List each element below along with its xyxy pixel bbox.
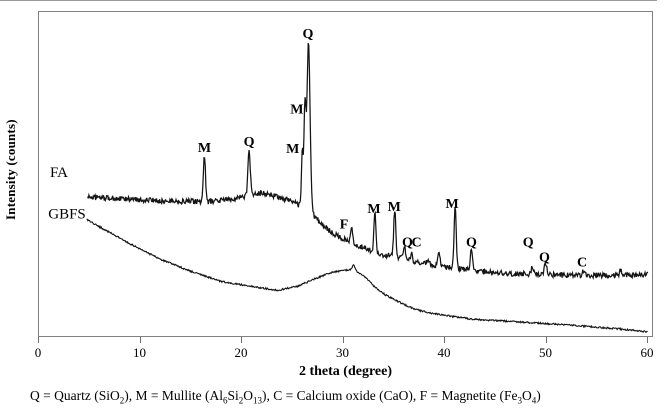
series-label-gbfs: GBFS <box>48 207 86 223</box>
peak-label-q: Q <box>303 27 314 42</box>
x-tick-label: 30 <box>336 345 349 360</box>
caption-subscript: 3 <box>517 395 523 406</box>
x-tick-mark <box>444 337 445 343</box>
x-tick-mark <box>342 337 344 343</box>
x-tick-label: 10 <box>133 345 146 360</box>
peak-label-m: M <box>198 141 211 156</box>
caption-text: ) <box>536 388 541 403</box>
peak-label-m: M <box>445 197 458 212</box>
caption-text: ), M = Mullite (Al <box>124 388 223 403</box>
peak-label-m: M <box>290 102 303 117</box>
caption-subscript: 13 <box>252 395 262 406</box>
plot-area: FA GBFS M Q M M Q F M M Q C M Q Q Q C <box>38 11 653 337</box>
peak-label-q: Q <box>402 236 413 251</box>
x-axis: 0 10 20 30 40 50 60 <box>34 337 654 363</box>
peak-label-c: C <box>412 236 422 251</box>
caption-text: O <box>522 388 532 403</box>
x-tick-mark <box>241 337 242 343</box>
peak-label-c: C <box>577 255 587 270</box>
peak-label-m: M <box>286 142 299 157</box>
y-axis-title: Intensity (counts) <box>3 119 18 221</box>
x-axis-title: 2 theta (degree) <box>298 364 393 379</box>
peak-label-q: Q <box>244 135 255 150</box>
peak-label-m: M <box>388 200 401 215</box>
x-tick-mark <box>38 337 39 343</box>
series-label-fa: FA <box>50 165 68 181</box>
x-tick-label: 0 <box>34 345 42 360</box>
fa-curve <box>87 43 649 281</box>
caption-text: O <box>243 388 253 403</box>
caption-subscript: 2 <box>238 395 244 406</box>
x-tick-label: 40 <box>437 345 451 360</box>
caption-text: Q = Quartz (SiO <box>30 388 120 403</box>
x-tick-mark <box>139 337 141 343</box>
window-edge-line <box>0 0 657 1</box>
phase-legend-caption: Q = Quartz (SiO2), M = Mullite (Al6Si2O1… <box>30 388 662 406</box>
peak-label-f: F <box>340 218 349 233</box>
peak-label-m: M <box>367 202 380 217</box>
caption-text: ), C = Calcium oxide (CaO), F = Magnetit… <box>261 388 518 403</box>
x-tick-label: 20 <box>234 345 248 360</box>
x-tick-label: 60 <box>640 345 654 360</box>
caption-subscript: 2 <box>119 395 125 406</box>
peak-label-q: Q <box>523 236 534 251</box>
peak-label-q: Q <box>539 250 550 265</box>
x-tick-mark <box>647 337 648 343</box>
x-tick-mark <box>545 337 547 343</box>
caption-subscript: 4 <box>531 395 537 406</box>
gbfs-curve <box>86 218 648 333</box>
x-tick-label: 50 <box>539 345 552 360</box>
caption-subscript: 6 <box>222 395 228 406</box>
caption-text: Si <box>227 388 239 403</box>
peak-label-q: Q <box>466 236 477 251</box>
